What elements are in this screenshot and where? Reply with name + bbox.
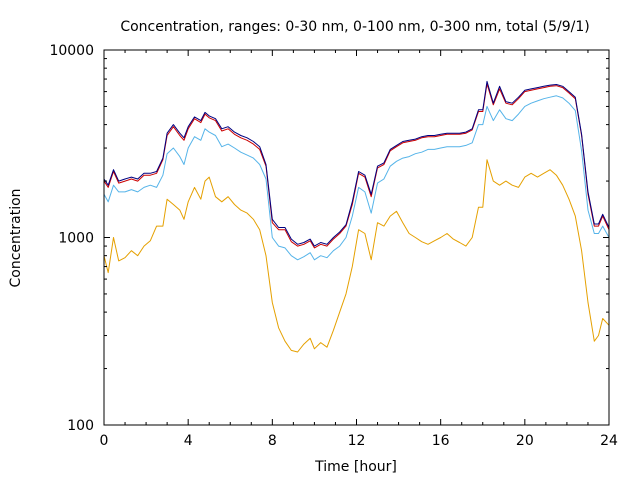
x-tick-label: 8 <box>268 433 277 449</box>
y-axis-label: Concentration <box>8 188 24 287</box>
axis-ticks: 0 4 8 12 16 20 24 100 1000 10000 <box>49 43 618 449</box>
series-line-0-30-nm <box>103 159 610 353</box>
x-tick-label: 24 <box>600 433 618 449</box>
chart-title: Concentration, ranges: 0-30 nm, 0-100 nm… <box>120 19 589 35</box>
x-tick-label: 16 <box>432 433 450 449</box>
y-tick-label: 10000 <box>49 43 94 59</box>
plot-area <box>103 80 610 353</box>
x-tick-label: 4 <box>184 433 193 449</box>
y-tick-label: 100 <box>67 418 94 434</box>
x-tick-label: 20 <box>516 433 534 449</box>
x-axis-label: Time [hour] <box>314 459 397 475</box>
series-line-0-100-nm <box>103 95 610 261</box>
series-line-total <box>103 80 610 247</box>
series-line-0-300-nm <box>103 83 610 249</box>
y-tick-label: 1000 <box>58 231 94 247</box>
x-tick-label: 12 <box>348 433 366 449</box>
x-tick-label: 0 <box>100 433 109 449</box>
